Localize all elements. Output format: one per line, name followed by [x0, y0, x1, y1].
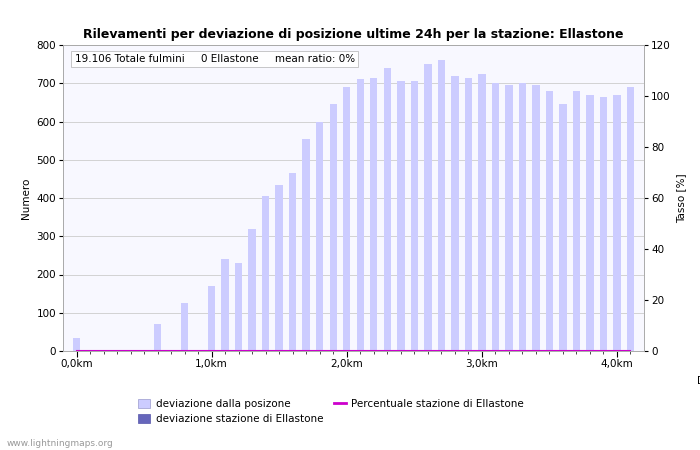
Bar — [586, 95, 594, 351]
Bar — [546, 91, 553, 351]
Bar — [73, 338, 80, 351]
Text: 19.106 Totale fulmini     0 Ellastone     mean ratio: 0%: 19.106 Totale fulmini 0 Ellastone mean r… — [75, 54, 355, 64]
Bar — [302, 139, 310, 351]
Bar — [330, 104, 337, 351]
Title: Rilevamenti per deviazione di posizione ultime 24h per la stazione: Ellastone: Rilevamenti per deviazione di posizione … — [83, 28, 624, 41]
Bar — [195, 350, 202, 351]
Bar — [343, 87, 351, 351]
Text: Deviazioni: Deviazioni — [696, 376, 700, 386]
Bar — [438, 60, 445, 351]
Bar — [559, 104, 566, 351]
Legend: deviazione dalla posizone, deviazione stazione di Ellastone, Percentuale stazion: deviazione dalla posizone, deviazione st… — [138, 399, 524, 424]
Bar — [626, 87, 634, 351]
Bar — [289, 173, 296, 351]
Bar — [141, 350, 148, 351]
Bar — [154, 324, 161, 351]
Bar — [113, 350, 121, 351]
Bar — [235, 263, 242, 351]
Bar — [221, 259, 229, 351]
Bar — [573, 91, 580, 351]
Bar — [167, 350, 175, 351]
Bar — [424, 64, 431, 351]
Bar — [181, 303, 188, 351]
Bar — [532, 85, 540, 351]
Bar — [127, 350, 134, 351]
Bar — [356, 79, 364, 351]
Bar — [478, 74, 486, 351]
Bar — [505, 85, 512, 351]
Bar — [248, 229, 256, 351]
Bar — [208, 286, 216, 351]
Y-axis label: Tasso [%]: Tasso [%] — [676, 173, 686, 223]
Text: www.lightningmaps.org: www.lightningmaps.org — [7, 438, 113, 447]
Bar — [451, 76, 458, 351]
Bar — [465, 77, 472, 351]
Bar — [613, 95, 621, 351]
Y-axis label: Numero: Numero — [21, 177, 31, 219]
Bar — [262, 196, 270, 351]
Bar — [316, 122, 323, 351]
Bar — [600, 97, 607, 351]
Bar — [276, 184, 283, 351]
Bar — [100, 350, 107, 351]
Bar — [384, 68, 391, 351]
Bar — [519, 83, 526, 351]
Bar — [397, 81, 405, 351]
Bar — [491, 83, 499, 351]
Bar — [370, 77, 377, 351]
Bar — [411, 81, 418, 351]
Bar — [86, 350, 94, 351]
